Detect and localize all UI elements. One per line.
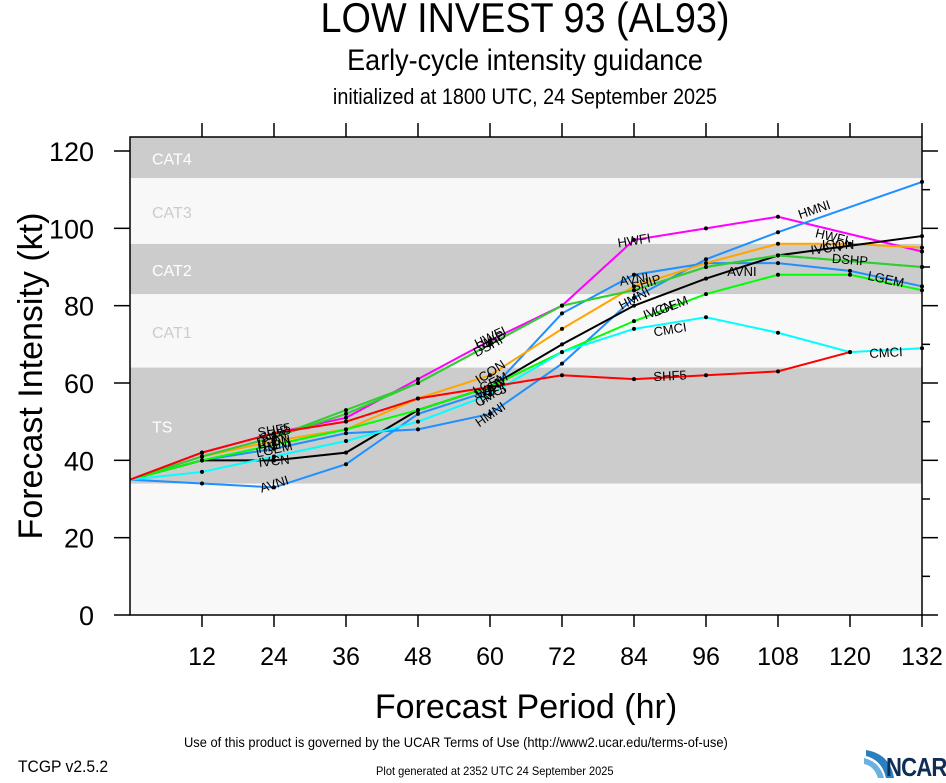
y-tick-label: 80 (64, 292, 94, 322)
data-point-avni (776, 261, 780, 265)
band-label-ts: TS (152, 420, 172, 437)
band-label-cat2: CAT2 (152, 263, 192, 280)
band-label-cat3: CAT3 (152, 205, 192, 222)
data-point-dshp (560, 304, 564, 308)
data-point-lgem (344, 427, 348, 431)
data-point-lgem (632, 319, 636, 323)
data-point-shf5 (632, 377, 636, 381)
data-point-hwfi (416, 377, 420, 381)
data-point-icon (704, 261, 708, 265)
data-point-avni (560, 311, 564, 315)
y-tick-label: 0 (79, 601, 94, 631)
data-point-ivcn (704, 277, 708, 281)
data-point-lgem (416, 408, 420, 412)
data-point-icon (560, 327, 564, 331)
data-point-dshp (704, 265, 708, 269)
data-point-shf5 (416, 396, 420, 400)
data-point-ship (344, 408, 348, 412)
band-ts (130, 368, 922, 484)
series-label-cmci: CMCI (869, 344, 903, 361)
data-point-lgem (200, 458, 204, 462)
y-tick-label: 20 (64, 524, 94, 554)
series-label-dshp: DSHP (831, 251, 868, 269)
x-tick-label: 36 (332, 643, 360, 671)
data-point-icon (776, 242, 780, 246)
x-tick-label: 24 (260, 643, 288, 671)
data-point-shf5 (200, 451, 204, 455)
band-label-cat1: CAT1 (152, 325, 192, 342)
data-point-hmni (704, 257, 708, 261)
x-tick-label: 48 (404, 643, 432, 671)
y-tick-label: 120 (49, 137, 94, 167)
data-point-lgem (704, 292, 708, 296)
y-axis-label: Forecast Intensity (kt) (12, 213, 50, 540)
y-tick-label: 100 (49, 214, 94, 244)
data-point-cmci (560, 350, 564, 354)
data-point-lgem (848, 273, 852, 277)
x-tick-label: 96 (692, 643, 720, 671)
data-point-hmni (344, 431, 348, 435)
data-point-shf5 (704, 373, 708, 377)
data-point-hmni (416, 427, 420, 431)
data-point-hmni (560, 362, 564, 366)
ncar-logo: NCAR (864, 748, 946, 780)
x-tick-label: 60 (476, 643, 504, 671)
version-label: TCGP v2.5.2 (18, 757, 108, 777)
x-tick-label: 120 (829, 643, 871, 671)
data-point-shf5 (344, 420, 348, 424)
data-point-avni (200, 482, 204, 486)
data-point-cmci (704, 315, 708, 319)
data-point-cmci (632, 327, 636, 331)
x-tick-label: 12 (188, 643, 216, 671)
data-point-lgem (776, 273, 780, 277)
data-point-hwfi (344, 416, 348, 420)
y-tick-label: 40 (64, 446, 94, 476)
series-label-shf5: SHF5 (653, 367, 687, 384)
data-point-dshp (416, 381, 420, 385)
data-point-cmci (344, 439, 348, 443)
data-point-ivcn (344, 451, 348, 455)
data-point-dshp (776, 253, 780, 257)
data-point-avni (848, 269, 852, 273)
data-point-hwfi (704, 226, 708, 230)
data-point-dshp (344, 412, 348, 416)
x-tick-label: 108 (757, 643, 799, 671)
data-point-shf5 (848, 350, 852, 354)
data-point-shf5 (560, 373, 564, 377)
data-point-dshp (200, 454, 204, 458)
x-tick-label: 132 (901, 643, 943, 671)
data-point-avni (416, 412, 420, 416)
x-axis-label: Forecast Period (hr) (375, 688, 677, 726)
data-point-hwfi (776, 215, 780, 219)
band-cat4 (130, 137, 922, 178)
band-cat1 (130, 294, 922, 367)
band-label-cat4: CAT4 (152, 152, 192, 169)
series-label-avni: AVNI (727, 264, 756, 279)
data-point-avni (344, 462, 348, 466)
x-tick-label: 72 (548, 643, 576, 671)
terms-of-use: Use of this product is governed by the U… (184, 734, 728, 750)
ncar-logo-text: NCAR (886, 752, 946, 783)
data-point-shf5 (776, 369, 780, 373)
y-tick-label: 60 (64, 369, 94, 399)
data-point-hmni (776, 230, 780, 234)
generated-time: Plot generated at 2352 UTC 24 September … (376, 764, 614, 778)
data-point-cmci (416, 420, 420, 424)
data-point-ivcn (560, 342, 564, 346)
data-point-cmci (776, 331, 780, 335)
x-tick-label: 84 (620, 643, 648, 671)
data-point-cmci (200, 470, 204, 474)
